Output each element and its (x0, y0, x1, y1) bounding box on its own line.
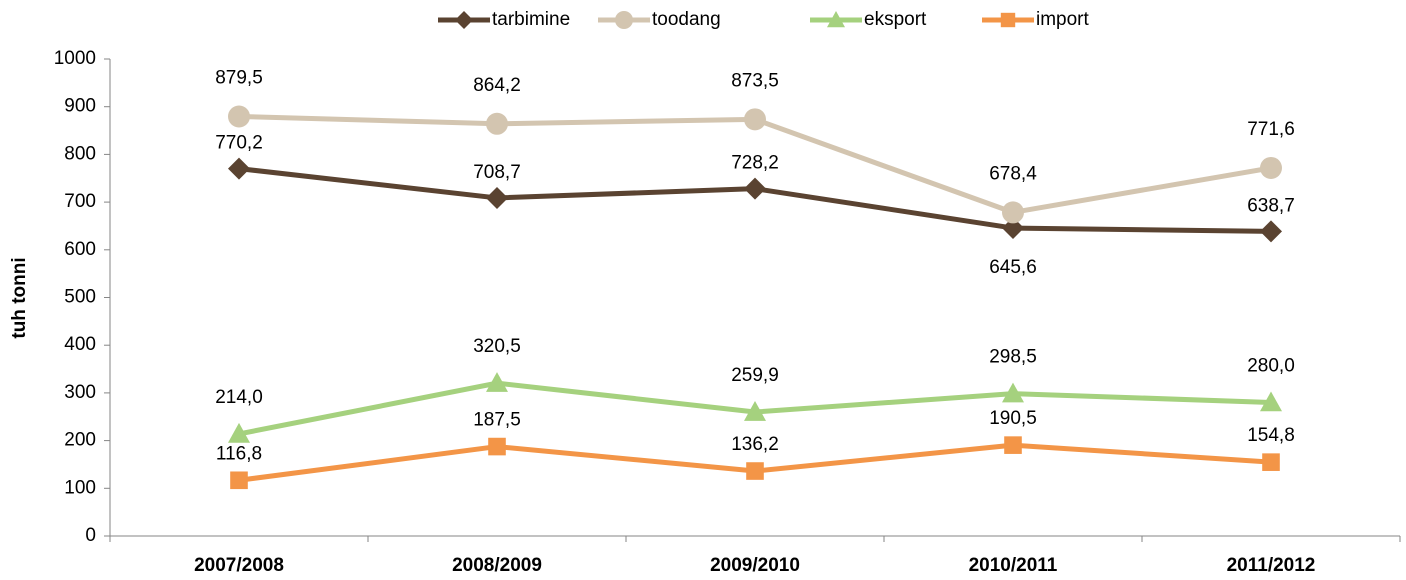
data-point (1260, 391, 1282, 412)
data-point (744, 108, 766, 131)
data-point (228, 105, 250, 128)
data-point (1262, 453, 1280, 471)
x-tick-label: 2008/2009 (452, 555, 542, 576)
data-point (1002, 201, 1024, 224)
legend-marker (827, 11, 845, 28)
data-label: 864,2 (473, 75, 521, 96)
x-tick-label: 2010/2011 (969, 555, 1058, 576)
data-label: 280,0 (1247, 355, 1295, 376)
y-tick-label: 200 (64, 430, 96, 451)
y-tick-label: 800 (64, 143, 96, 164)
y-tick-label: 600 (64, 239, 96, 260)
data-point (230, 471, 248, 490)
data-label: 259,9 (731, 365, 779, 386)
data-point (228, 157, 250, 180)
data-label: 770,2 (215, 133, 263, 154)
data-label: 728,2 (731, 153, 779, 174)
data-point (746, 462, 764, 480)
legend-label: toodang (652, 9, 721, 30)
data-point (1002, 382, 1024, 403)
data-label: 771,6 (1247, 119, 1295, 140)
data-label: 320,5 (473, 336, 521, 357)
data-label: 879,5 (215, 67, 263, 88)
data-label: 154,8 (1247, 425, 1295, 446)
y-tick-label: 100 (64, 477, 96, 498)
data-point (486, 186, 508, 209)
legend-marker (615, 11, 633, 29)
data-label: 678,4 (989, 163, 1037, 184)
data-point (744, 401, 766, 421)
data-point (228, 422, 250, 443)
x-tick-label: 2011/2012 (1227, 555, 1316, 576)
y-tick-label: 400 (64, 334, 96, 355)
data-label: 214,0 (215, 387, 263, 408)
data-label: 187,5 (473, 410, 521, 431)
data-label: 190,5 (989, 408, 1037, 429)
data-label: 645,6 (989, 257, 1037, 278)
data-point (744, 177, 766, 200)
data-label: 136,2 (731, 434, 779, 455)
data-point (486, 372, 508, 392)
data-label: 873,5 (731, 70, 779, 91)
y-tick-label: 0 (85, 525, 96, 546)
data-point (486, 112, 508, 135)
y-tick-label: 700 (64, 191, 96, 212)
y-tick-label: 1000 (54, 48, 96, 69)
x-tick-label: 2009/2010 (710, 555, 800, 576)
y-axis-title: tuh tonni (9, 257, 30, 338)
data-label: 638,7 (1247, 195, 1295, 216)
legend-label: import (1036, 9, 1090, 30)
data-point (1260, 220, 1282, 243)
x-tick-label: 2007/2008 (194, 555, 284, 576)
data-point (1260, 156, 1282, 179)
data-label: 708,7 (473, 162, 521, 183)
data-point (1002, 217, 1024, 240)
legend-label: tarbimine (492, 9, 570, 30)
legend-marker (1000, 12, 1016, 28)
y-tick-label: 900 (64, 96, 96, 117)
data-label: 116,8 (216, 443, 262, 464)
y-tick-label: 300 (64, 382, 96, 403)
legend-marker (455, 11, 473, 29)
y-tick-label: 500 (64, 287, 96, 308)
data-label: 298,5 (989, 347, 1037, 368)
legend-label: eksport (864, 9, 927, 30)
data-point (488, 437, 506, 456)
data-point (1004, 436, 1022, 454)
